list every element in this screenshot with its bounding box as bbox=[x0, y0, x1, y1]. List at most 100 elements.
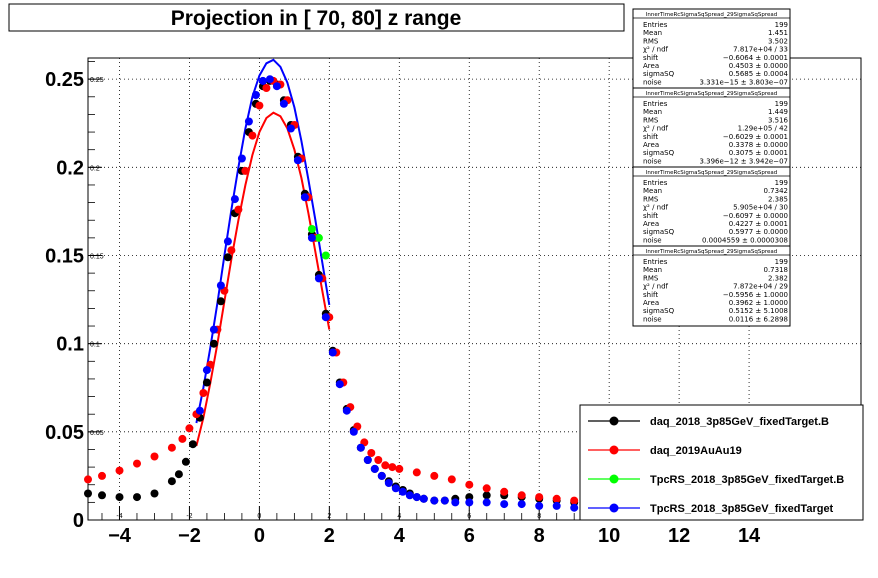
data-point bbox=[395, 464, 404, 473]
data-point bbox=[398, 487, 407, 496]
stat-value: −0.6097 ± 0.0000 bbox=[723, 212, 788, 220]
data-point bbox=[181, 457, 190, 466]
data-point bbox=[244, 117, 253, 126]
data-point bbox=[223, 253, 232, 262]
data-point bbox=[370, 464, 379, 473]
chart-title: Projection in [ 70, 80] z range bbox=[171, 7, 462, 30]
stat-box bbox=[632, 8, 791, 90]
data-point bbox=[374, 456, 383, 464]
x-tick-label: 0 bbox=[254, 525, 265, 547]
stat-value: 0.3075 ± 0.0001 bbox=[729, 149, 788, 157]
x-axis: −4-4−2-20022446688101012121414 bbox=[101, 506, 855, 547]
stat-value: 1.451 bbox=[768, 29, 788, 37]
stat-value: 0.7318 bbox=[764, 266, 789, 274]
legend: daq_2018_3p85GeV_fixedTarget.B daq_2019Au… bbox=[579, 404, 864, 521]
stat-value: 0.3378 ± 0.0000 bbox=[729, 141, 788, 149]
stat-value: 0.5977 ± 0.0000 bbox=[729, 228, 788, 236]
stat-key: shift bbox=[643, 212, 658, 220]
data-point bbox=[209, 325, 218, 334]
stat-value: 1.29e+05 / 42 bbox=[738, 125, 788, 133]
data-point bbox=[115, 466, 124, 475]
stat-box-title: InnerTimeRcSigmaSqSpread_29SigmaSqSpread bbox=[646, 170, 777, 176]
y-tick-label: 0.05 bbox=[45, 422, 84, 444]
fit-curve bbox=[195, 58, 331, 424]
data-point bbox=[335, 380, 344, 389]
data-point bbox=[209, 339, 218, 348]
data-point bbox=[98, 471, 106, 480]
data-point bbox=[174, 470, 183, 479]
stat-key: Mean bbox=[643, 266, 662, 274]
legend-label: daq_2019AuAu19 bbox=[650, 445, 742, 457]
stat-key: χ² / ndf bbox=[643, 125, 669, 133]
stat-key: χ² / ndf bbox=[643, 204, 669, 212]
data-point bbox=[227, 246, 236, 255]
x-inner-label: 8 bbox=[537, 513, 541, 520]
y-inner-label: 0.25 bbox=[90, 77, 104, 84]
data-point bbox=[255, 101, 264, 110]
stat-key: RMS bbox=[643, 274, 659, 282]
data-point bbox=[195, 406, 204, 415]
stat-key: RMS bbox=[643, 116, 659, 124]
data-point bbox=[465, 498, 474, 507]
data-point bbox=[98, 491, 106, 500]
data-point bbox=[482, 491, 491, 500]
data-point bbox=[199, 389, 208, 397]
fit-curve bbox=[195, 111, 331, 447]
data-point bbox=[482, 484, 491, 493]
y-tick-label: 0.1 bbox=[56, 334, 84, 356]
stat-box-title: InnerTimeRcSigmaSqSpread_29SigmaSqSpread bbox=[646, 91, 777, 97]
x-inner-label: 6 bbox=[467, 513, 471, 520]
y-inner-label: 0.2 bbox=[90, 165, 100, 172]
stat-key: sigmaSQ bbox=[643, 149, 675, 157]
x-tick-label: −4 bbox=[108, 525, 132, 547]
stat-box bbox=[632, 87, 791, 169]
data-point bbox=[412, 468, 421, 477]
data-point bbox=[248, 131, 257, 140]
stat-key: Area bbox=[643, 299, 659, 307]
data-point bbox=[314, 274, 323, 283]
stat-key: Mean bbox=[643, 108, 662, 116]
stat-key: χ² / ndf bbox=[643, 46, 669, 54]
stat-value: 2.385 bbox=[768, 195, 788, 203]
data-point bbox=[300, 193, 309, 202]
stat-value: 199 bbox=[775, 21, 788, 29]
stat-key: shift bbox=[643, 291, 658, 299]
data-point bbox=[178, 434, 187, 443]
stat-value: −0.6064 ± 0.0001 bbox=[723, 54, 788, 62]
stat-value: 199 bbox=[775, 258, 788, 266]
stat-value: 3.516 bbox=[768, 116, 789, 124]
stat-value: 0.5152 ± 5.1008 bbox=[729, 307, 788, 315]
stat-key: noise bbox=[643, 78, 662, 86]
stat-key: Entries bbox=[643, 100, 668, 108]
data-point bbox=[430, 496, 439, 505]
stat-key: Entries bbox=[643, 179, 668, 187]
legend-label: daq_2018_3p85GeV_fixedTarget.B bbox=[650, 416, 829, 428]
data-point bbox=[328, 348, 337, 357]
data-point bbox=[188, 440, 197, 449]
x-tick-label: 6 bbox=[464, 525, 475, 547]
data-point bbox=[363, 456, 372, 464]
stat-key: χ² / ndf bbox=[643, 283, 669, 291]
data-point bbox=[356, 443, 365, 452]
stat-key: noise bbox=[643, 157, 662, 165]
stat-value: 0.4227 ± 0.0001 bbox=[729, 220, 788, 228]
data-point bbox=[482, 498, 491, 507]
stat-key: RMS bbox=[643, 37, 659, 45]
stat-box-title: InnerTimeRcSigmaSqSpread_29SigmaSqSpread bbox=[646, 12, 777, 18]
data-point bbox=[570, 503, 579, 512]
legend-marker bbox=[609, 503, 619, 513]
stat-value: 199 bbox=[775, 179, 788, 187]
stat-key: sigmaSQ bbox=[643, 70, 675, 78]
data-point bbox=[150, 489, 159, 498]
data-point bbox=[321, 313, 330, 322]
x-inner-label: -2 bbox=[186, 513, 192, 520]
data-point bbox=[133, 493, 141, 502]
stat-value: 0.4503 ± 0.0000 bbox=[729, 62, 788, 70]
stat-value: 2.382 bbox=[768, 274, 788, 282]
x-tick-label: −2 bbox=[178, 525, 201, 547]
stat-value: 3.396e−12 ± 3.942e−07 bbox=[699, 157, 788, 165]
data-point bbox=[202, 366, 211, 375]
data-point bbox=[321, 251, 330, 260]
data-point bbox=[465, 480, 474, 489]
